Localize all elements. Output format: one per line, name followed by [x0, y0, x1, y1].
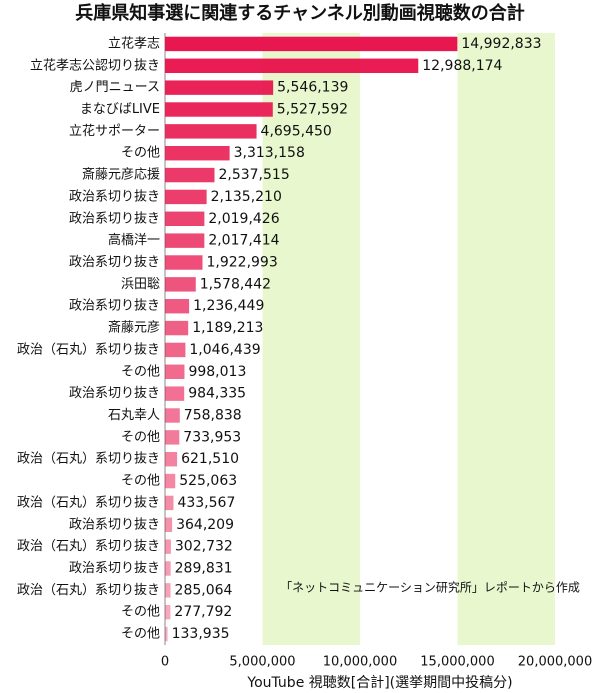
value-label: 2,135,210 [211, 189, 282, 205]
y-tick-label: 浜田聡 [121, 277, 160, 292]
y-tick-label: 政治系切り抜き [69, 254, 160, 270]
value-label: 133,935 [172, 626, 230, 642]
y-tick-label: 虎ノ門ニュース [70, 80, 160, 95]
value-label: 998,013 [188, 364, 246, 380]
value-label: 2,017,414 [208, 233, 279, 249]
y-tick-label: 立花孝志公認切り抜き [30, 57, 160, 73]
value-label: 4,695,450 [261, 123, 332, 139]
value-label: 289,831 [175, 561, 233, 577]
y-tick-label: その他 [121, 605, 160, 620]
value-label: 1,189,213 [192, 320, 263, 336]
y-tick-label: 斎藤元彦応援 [82, 167, 160, 183]
y-tick-label: 政治（石丸）系切り抜き [17, 341, 160, 357]
y-tick-label: 政治（石丸）系切り抜き [17, 494, 160, 510]
value-label: 621,510 [181, 451, 239, 467]
value-label: 5,527,592 [277, 102, 348, 118]
bar [165, 299, 190, 314]
bar [165, 452, 178, 467]
value-label: 733,953 [183, 429, 241, 445]
grid-band [457, 33, 555, 645]
bar [165, 58, 419, 73]
bar [165, 233, 205, 248]
value-label: 758,838 [184, 408, 242, 424]
value-label: 525,063 [179, 473, 237, 489]
bar [165, 167, 215, 183]
bar [165, 36, 458, 52]
bar [165, 430, 180, 445]
chart-title: 兵庫県知事選に関連するチャンネル別動画視聴数の合計 [75, 2, 524, 24]
bar [165, 386, 185, 401]
y-tick-label: その他 [121, 146, 160, 161]
y-tick-label: その他 [121, 364, 160, 379]
y-tick-label: その他 [121, 430, 160, 445]
bar [165, 364, 185, 379]
value-label: 5,546,139 [277, 80, 348, 96]
value-label: 14,992,833 [461, 36, 541, 52]
y-tick-label: 政治（石丸）系切り抜き [17, 582, 160, 598]
y-tick-label: 政治系切り抜き [69, 560, 160, 576]
y-tick-label: 政治系切り抜き [69, 516, 160, 532]
y-tick-label: その他 [121, 474, 160, 489]
y-tick-label: 斎藤元彦 [108, 320, 160, 336]
bar [165, 189, 207, 205]
value-label: 277,792 [174, 604, 232, 620]
value-label: 1,578,442 [200, 276, 271, 292]
bar [165, 255, 203, 270]
bar [165, 211, 205, 226]
annotation: 「ネットコミュニケーション研究所」レポートから作成 [280, 580, 580, 595]
bar [165, 124, 257, 139]
y-tick-label: 立花孝志 [108, 35, 160, 51]
y-tick-label: その他 [121, 627, 160, 642]
value-label: 2,537,515 [218, 167, 289, 183]
bar [165, 342, 186, 358]
y-tick-label: 政治（石丸）系切り抜き [17, 451, 160, 467]
y-tick-label: 立花サポーター [69, 123, 160, 139]
x-tick-label: 20,000,000 [518, 655, 592, 670]
bar [165, 539, 171, 554]
bar [165, 320, 189, 336]
y-tick-label: 石丸幸人 [108, 408, 160, 423]
bar [165, 561, 171, 576]
bar [165, 408, 180, 423]
value-label: 302,732 [175, 539, 233, 555]
value-label: 12,988,174 [422, 58, 502, 74]
value-label: 3,313,158 [234, 145, 305, 161]
y-tick-label: 政治（石丸）系切り抜き [17, 538, 160, 554]
value-label: 1,046,439 [189, 342, 260, 358]
x-tick-label: 0 [161, 655, 169, 670]
x-tick-label: 15,000,000 [420, 655, 494, 670]
y-tick-label: 政治系切り抜き [69, 188, 160, 204]
grid-band [262, 33, 360, 645]
bar [165, 102, 273, 117]
y-tick-label: 政治系切り抜き [69, 210, 160, 226]
value-label: 285,064 [175, 582, 233, 598]
value-label: 1,236,449 [193, 298, 264, 314]
x-tick-label: 10,000,000 [323, 655, 397, 670]
value-label: 364,209 [176, 517, 234, 533]
value-label: 984,335 [188, 386, 246, 402]
bar [165, 517, 173, 532]
bar [165, 626, 168, 642]
bar [165, 80, 274, 95]
bar [165, 583, 171, 598]
bar [165, 495, 174, 511]
bar [165, 277, 196, 292]
x-axis-title: YouTube 視聴数[合計](選挙期間中投稿分) [246, 675, 512, 691]
bar [165, 146, 230, 161]
y-tick-label: 高橋洋一 [108, 232, 160, 248]
y-tick-label: 政治系切り抜き [69, 298, 160, 314]
bar [165, 605, 171, 620]
x-tick-label: 5,000,000 [229, 655, 295, 670]
value-label: 433,567 [177, 495, 235, 511]
y-tick-label: まなびばLIVE [80, 102, 160, 117]
y-tick-label: 政治系切り抜き [69, 385, 160, 401]
value-label: 2,019,426 [208, 211, 279, 227]
bar [165, 473, 176, 489]
value-label: 1,922,993 [206, 255, 277, 271]
